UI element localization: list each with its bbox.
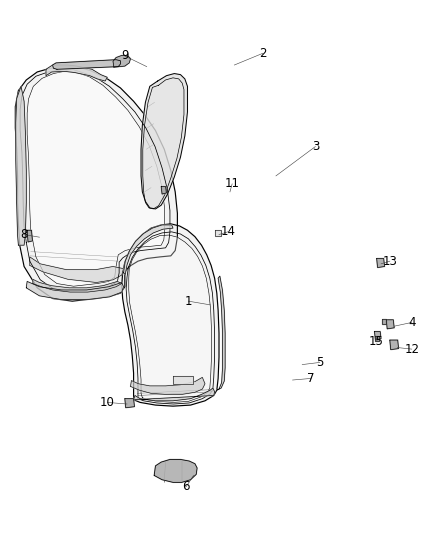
Text: 12: 12 [404, 343, 419, 356]
Text: 15: 15 [368, 335, 383, 348]
Text: 8: 8 [21, 228, 28, 241]
Text: 6: 6 [182, 480, 190, 493]
Text: 13: 13 [382, 255, 397, 268]
Polygon shape [27, 71, 165, 286]
Text: 4: 4 [408, 316, 416, 329]
Text: 9: 9 [121, 50, 129, 62]
Polygon shape [53, 60, 120, 69]
Polygon shape [122, 224, 219, 406]
Polygon shape [131, 377, 205, 394]
Polygon shape [113, 55, 131, 67]
Polygon shape [374, 332, 381, 340]
Text: 10: 10 [100, 396, 115, 409]
Polygon shape [134, 388, 215, 401]
Polygon shape [46, 65, 107, 81]
Polygon shape [15, 66, 177, 301]
Polygon shape [161, 187, 166, 194]
Polygon shape [154, 459, 197, 482]
Polygon shape [124, 225, 173, 274]
Polygon shape [377, 259, 385, 268]
Polygon shape [217, 276, 225, 390]
Polygon shape [390, 340, 399, 350]
Polygon shape [30, 257, 124, 282]
Polygon shape [27, 230, 32, 242]
Polygon shape [375, 336, 379, 341]
Polygon shape [215, 230, 221, 236]
Text: 5: 5 [316, 356, 323, 369]
Text: 14: 14 [220, 225, 235, 238]
Polygon shape [26, 281, 124, 300]
Polygon shape [16, 86, 26, 245]
Polygon shape [173, 376, 193, 384]
Polygon shape [382, 319, 386, 324]
Text: 3: 3 [312, 140, 319, 153]
Polygon shape [141, 74, 187, 209]
Polygon shape [125, 399, 134, 408]
Text: 11: 11 [225, 177, 240, 190]
Text: 7: 7 [307, 372, 315, 385]
Text: 1: 1 [184, 295, 192, 308]
Polygon shape [386, 320, 394, 329]
Polygon shape [33, 279, 122, 292]
Text: 2: 2 [259, 47, 267, 60]
Polygon shape [129, 235, 212, 402]
